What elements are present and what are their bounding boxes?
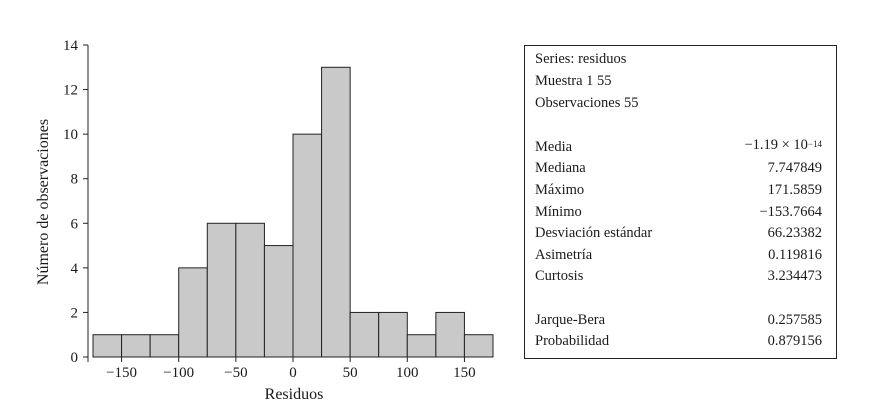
y-tick-label: 0 [71, 350, 79, 366]
stat-label-probabilidad: Probabilidad [535, 333, 610, 349]
stat-value-jarque-bera: 0.257585 [767, 312, 822, 328]
histogram-bar-7 [292, 133, 323, 358]
sample-range: Muestra 1 55 [535, 73, 612, 89]
y-tick-label: 14 [63, 38, 79, 54]
histogram-bars [92, 66, 494, 358]
stat-value-desviacion: 66.23382 [767, 225, 822, 241]
y-tick-label: 6 [71, 216, 79, 232]
stat-label-asimetria: Asimetría [535, 247, 593, 263]
stat-label-media: Media [535, 139, 573, 155]
y-tick-label: 4 [71, 261, 79, 277]
stat-label-curtosis: Curtosis [535, 268, 584, 284]
stat-value-asimetria: 0.119816 [768, 247, 822, 263]
stat-value-probabilidad: 0.879156 [767, 333, 822, 349]
x-tick-label: 150 [453, 365, 476, 381]
x-tick-label: 50 [343, 365, 358, 381]
histogram-bar-8 [321, 66, 351, 358]
histogram-bar-4 [206, 222, 237, 358]
x-tick-label: −50 [224, 365, 247, 381]
histogram-bar-5 [235, 222, 265, 358]
y-tick-label: 8 [71, 172, 79, 188]
y-axis-ticks: 0 2 4 6 8 10 12 14 [63, 38, 88, 366]
histogram-bar-11 [406, 334, 437, 358]
stat-label-mediana: Mediana [535, 160, 586, 176]
histogram-bar-12 [435, 311, 465, 358]
stat-value-media: −1.19 × 10−14 [744, 137, 822, 153]
x-tick-label: 100 [396, 365, 419, 381]
x-tick-label: −100 [163, 365, 194, 381]
histogram-bar-9 [349, 311, 380, 358]
x-tick-label: 0 [289, 365, 297, 381]
x-axis-label: Residuos [265, 386, 324, 403]
stat-label-desviacion: Desviación estándar [535, 225, 653, 241]
statistics-panel: Series: residuos Muestra 1 55 Observacio… [524, 45, 837, 359]
histogram-bar-6 [263, 245, 294, 358]
stat-value-maximo: 171.5859 [767, 182, 822, 198]
histogram-bar-1 [121, 334, 151, 358]
x-axis-ticks: −150 −100 −50 0 50 100 150 [106, 357, 476, 381]
histogram-bar-2 [149, 334, 180, 358]
stat-value-mediana: 7.747849 [767, 160, 822, 176]
stat-value-minimo: −153.7664 [759, 204, 822, 220]
stat-label-maximo: Máximo [535, 182, 585, 198]
histogram-bar-10 [378, 311, 408, 358]
y-axis-label: Número de observaciones [35, 119, 52, 285]
y-tick-label: 2 [71, 305, 79, 321]
histogram-bar-13 [463, 334, 494, 358]
stat-label-jarque-bera: Jarque-Bera [535, 312, 606, 328]
stat-value-curtosis: 3.234473 [767, 268, 822, 284]
y-tick-label: 10 [63, 127, 78, 143]
series-name: Series: residuos [535, 51, 627, 67]
stat-label-minimo: Mínimo [535, 204, 582, 220]
histogram-bar-0 [92, 334, 123, 358]
y-tick-label: 12 [63, 83, 78, 99]
x-tick-label: −150 [106, 365, 137, 381]
observation-count: Observaciones 55 [535, 95, 639, 111]
histogram-bar-3 [178, 267, 208, 358]
histogram-chart: 0 2 4 6 8 10 12 14 −150 −100 −50 0 50 100 150 Residuo… [35, 38, 494, 403]
